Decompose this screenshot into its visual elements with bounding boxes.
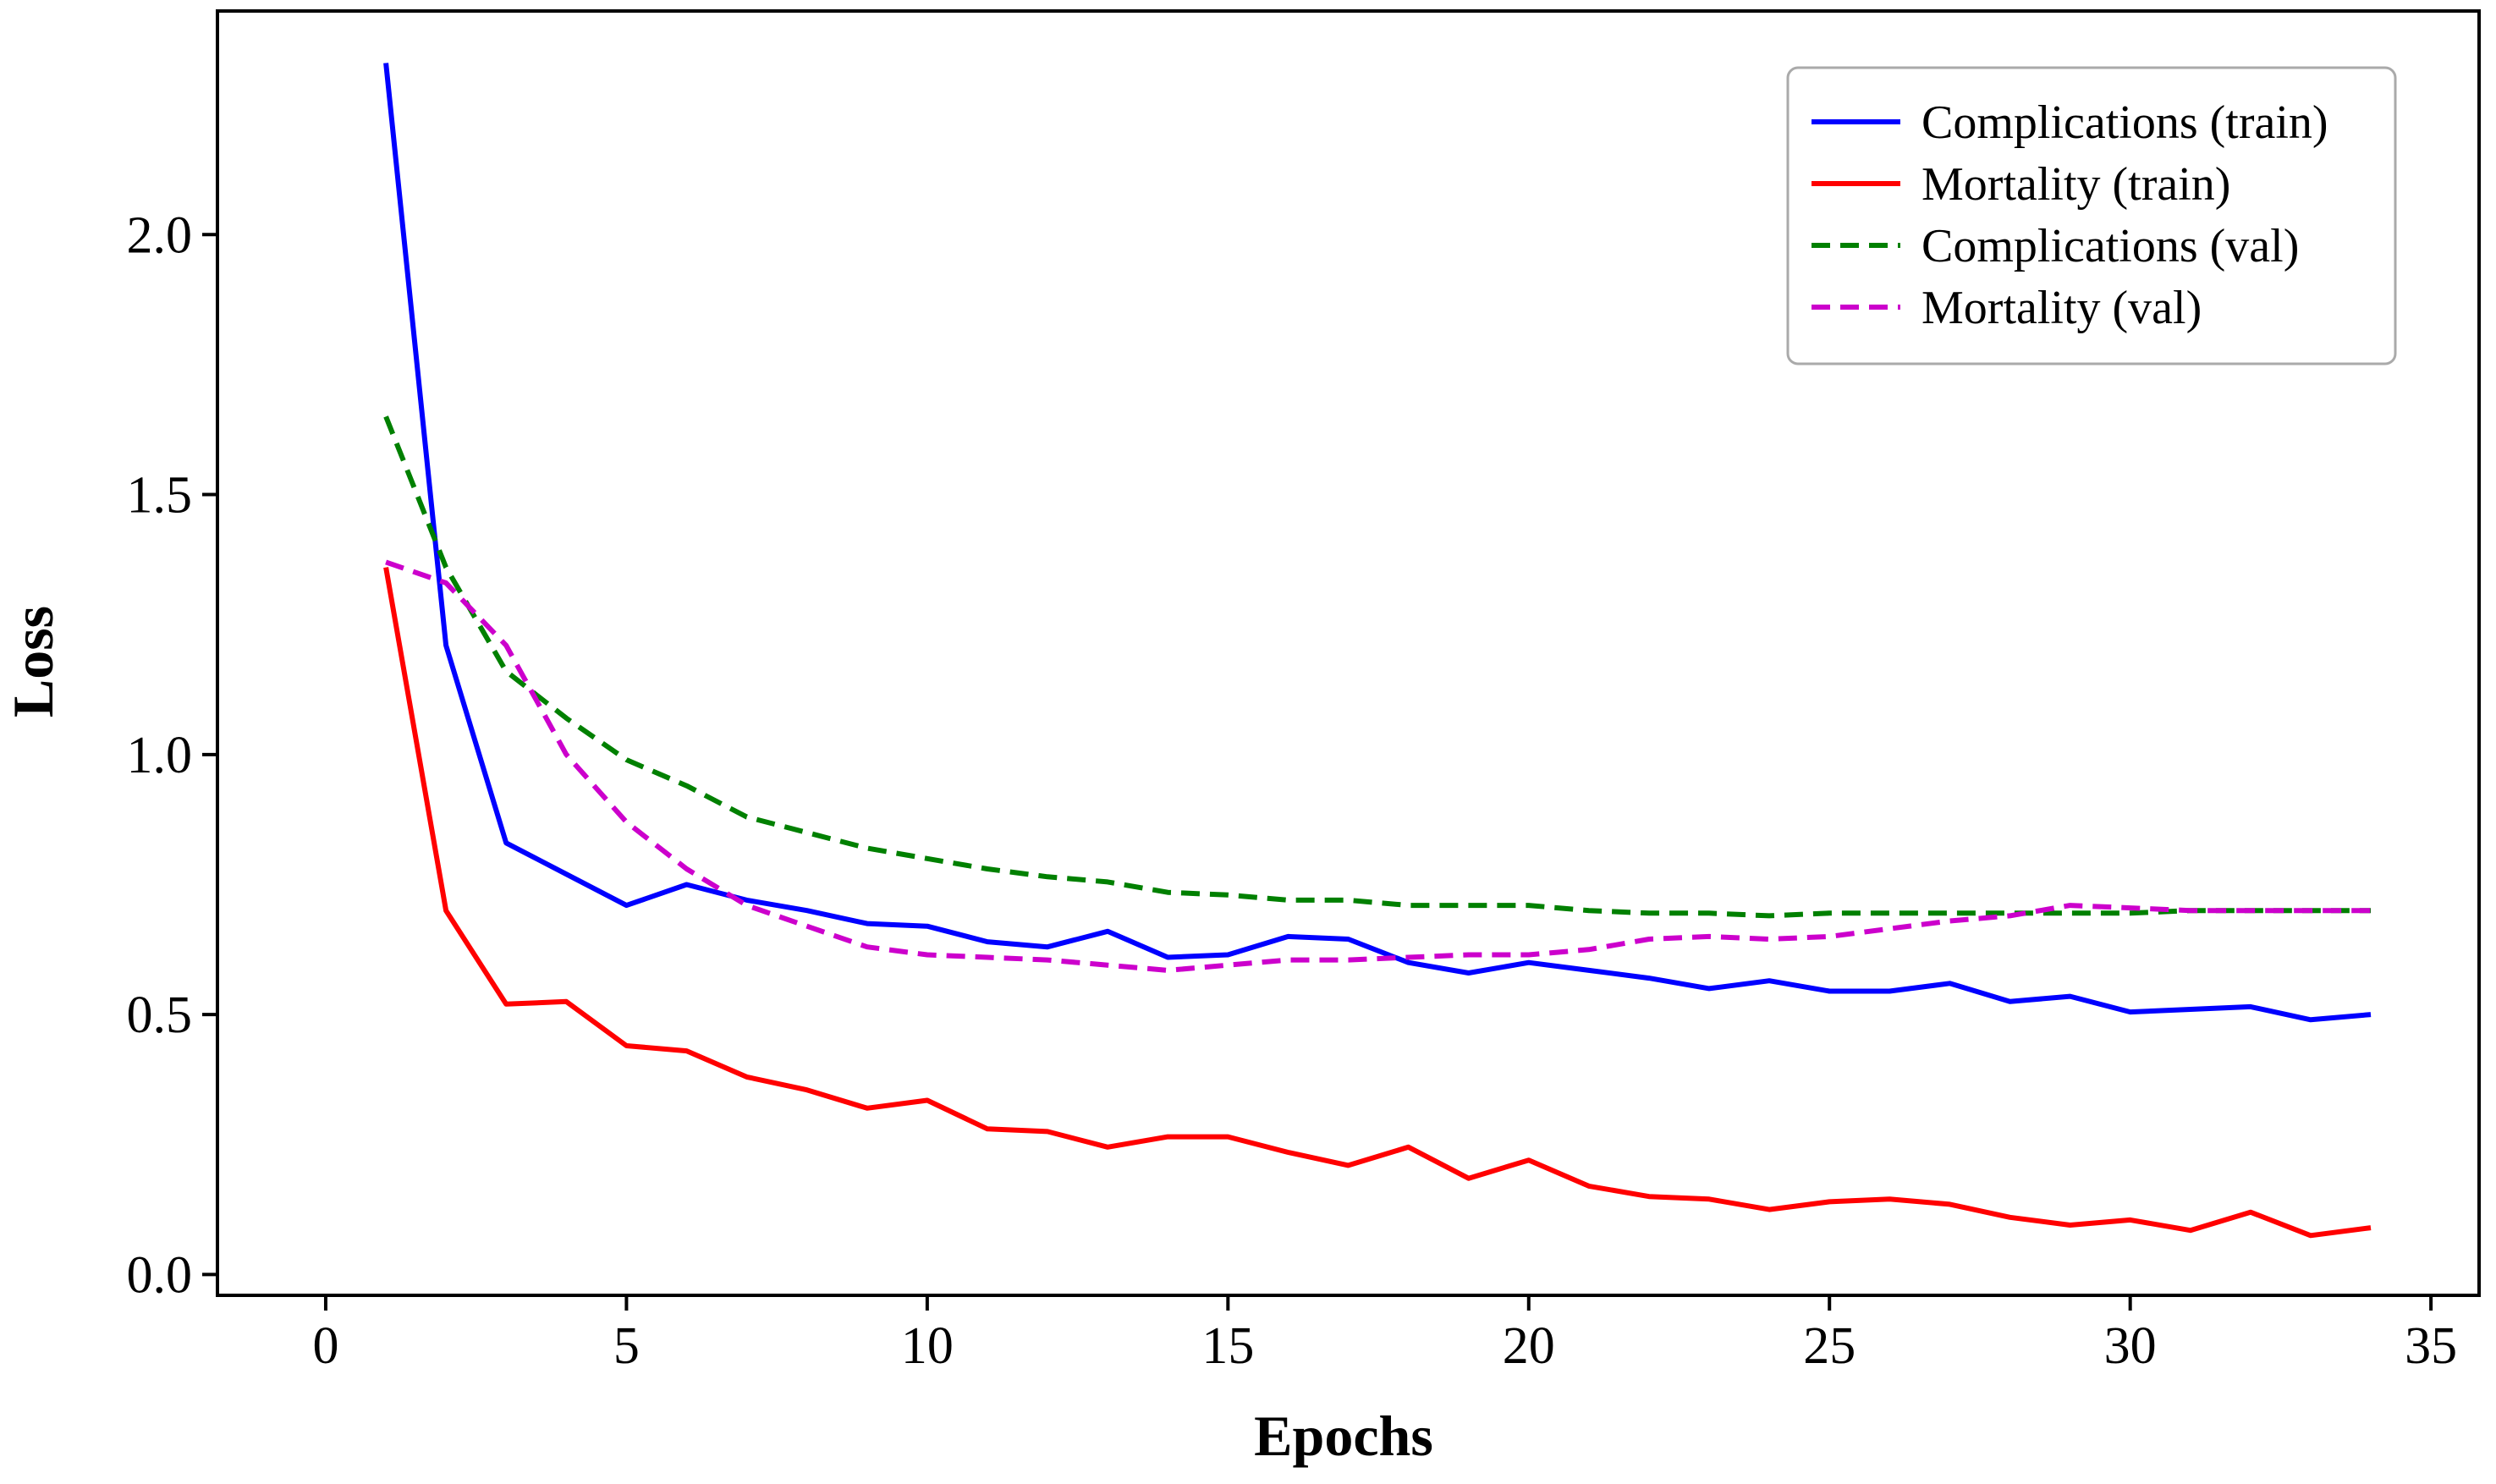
- legend-box: [1786, 66, 2397, 366]
- series-line-complications-val: [383, 415, 2371, 919]
- y-axis-label: Loss: [1, 606, 65, 717]
- x-tick-label: 30: [2104, 1317, 2157, 1375]
- y-tick-label: 1.0: [127, 727, 193, 784]
- legend-label: Mortality (val): [1921, 282, 2202, 334]
- x-tick-label: 15: [1201, 1317, 1254, 1375]
- legend-label: Mortality (train): [1921, 158, 2230, 211]
- y-tick-label: 2.0: [127, 206, 193, 264]
- x-axis-label: Epochs: [1254, 1404, 1433, 1468]
- legend-label: Complications (val): [1921, 220, 2299, 272]
- x-tick-label: 10: [901, 1317, 954, 1375]
- plot-frame: [216, 9, 2481, 1297]
- legend-label: Complications (train): [1921, 96, 2328, 149]
- y-tick-label: 0.5: [127, 987, 193, 1044]
- x-tick-label: 5: [613, 1317, 640, 1375]
- x-tick-label: 0: [312, 1317, 338, 1375]
- series-line-mortality-val: [385, 559, 2371, 973]
- x-tick-label: 25: [1803, 1317, 1856, 1375]
- x-tick-label: 20: [1503, 1317, 1555, 1375]
- series-line-complications-train: [383, 63, 2372, 1023]
- y-tick-label: 0.0: [127, 1246, 193, 1304]
- legend: Complications (train) Mortality (train) Co…: [1786, 66, 2397, 366]
- series-line-mortality-train: [383, 567, 2372, 1239]
- x-tick-label: 35: [2405, 1317, 2457, 1375]
- y-tick-label: 1.5: [127, 467, 193, 525]
